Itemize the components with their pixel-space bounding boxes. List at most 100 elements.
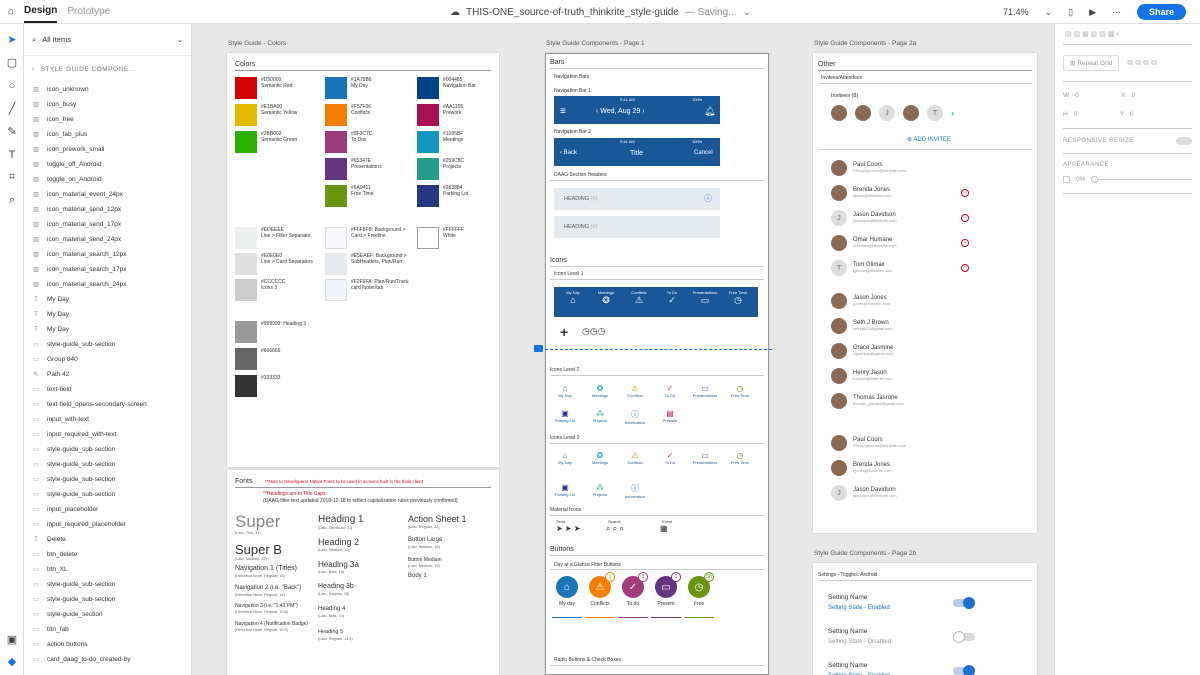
filter-button[interactable]: ▭ 1 Present	[651, 572, 681, 618]
filter-button[interactable]: ⚠ 1 Conflicts	[585, 572, 615, 618]
navigation-bar-1[interactable]: 9:41 AM 100% ≡ ‹ Wed, Aug 29 › 🔔︎	[554, 96, 720, 124]
remove-icon[interactable]: −	[961, 214, 969, 222]
person-row[interactable]: Henry Jason hJason@thinkrite.com	[831, 366, 893, 386]
artboard-title-page1[interactable]: Style Guide Components - Page 1	[546, 40, 645, 47]
back-chevron-icon[interactable]: ‹	[32, 65, 35, 73]
layer-item[interactable]: ▭ style-guide_section	[24, 607, 191, 622]
color-swatch[interactable]	[325, 227, 347, 249]
daag-header-2[interactable]: HEADING (#)	[554, 216, 720, 238]
artboard-colors[interactable]: Colors #D50000 Semantic Red #E1BA00 Semanti…	[227, 53, 499, 467]
person-row[interactable]: Paul Coors PHoo2@coors@thinkrite.com	[831, 158, 906, 178]
select-tool-icon[interactable]: ➤	[7, 34, 17, 46]
y-field[interactable]: 0	[1130, 111, 1134, 118]
layer-item[interactable]: ▭ btn_delete	[24, 547, 191, 562]
layer-item[interactable]: T My Day	[24, 322, 191, 337]
add-invitee-button[interactable]: ⊕ ADD INVITEE	[907, 137, 952, 143]
avatar[interactable]	[831, 105, 847, 121]
line-tool-icon[interactable]: ╱	[8, 103, 16, 115]
bell-icon[interactable]: 🔔︎	[704, 106, 716, 116]
layer-item[interactable]: ▥ icon_material_search_12px	[24, 247, 191, 262]
setting-toggle[interactable]	[953, 665, 975, 675]
color-swatch[interactable]	[325, 158, 347, 180]
layer-item[interactable]: ▥ toggle_off_Android	[24, 157, 191, 172]
filter-button[interactable]: ✓ 3 To do	[618, 572, 648, 618]
color-swatch[interactable]	[235, 253, 257, 275]
layer-item[interactable]: ▥ icon_material_search_24px	[24, 277, 191, 292]
color-swatch[interactable]	[325, 131, 347, 153]
artboard-title-colors[interactable]: Style Guide - Colors	[228, 40, 287, 47]
boolean-icons[interactable]: ⧉ ⧉ ⧉ ⧉	[1127, 58, 1157, 67]
color-swatch[interactable]	[417, 185, 439, 207]
layer-item[interactable]: ▭ style-guide_sub-section	[24, 442, 191, 457]
more-icon[interactable]: ⋯	[1111, 6, 1121, 17]
artboard-tool-icon[interactable]: ⌗	[8, 171, 16, 183]
tab-design[interactable]: Design	[24, 0, 58, 23]
layer-item[interactable]: ▥ icon_material_search_17px	[24, 262, 191, 277]
layer-item[interactable]: T My Day	[24, 307, 191, 322]
layer-item[interactable]: ▭ btn_XL	[24, 562, 191, 577]
plugins-icon[interactable]: ▣	[6, 634, 18, 646]
color-swatch[interactable]	[417, 131, 439, 153]
width-field[interactable]: 0	[1075, 92, 1079, 99]
home-icon[interactable]: ⌂	[8, 6, 15, 17]
color-swatch[interactable]	[235, 348, 257, 370]
color-swatch[interactable]	[417, 77, 439, 99]
cancel-button[interactable]: Cancel	[694, 150, 713, 156]
filter-button[interactable]: ◷ 5h Free	[684, 572, 714, 618]
avatar[interactable]	[903, 105, 919, 121]
color-swatch[interactable]	[325, 77, 347, 99]
layer-item[interactable]: ▭ style-guide_sub-section	[24, 577, 191, 592]
layer-item[interactable]: ▭ Group 840	[24, 352, 191, 367]
chevron-down-icon[interactable]: ⌄	[176, 35, 183, 44]
person-row[interactable]: Grace Jasmine Gjasmine@yahoo.com	[831, 341, 894, 361]
layers-icon[interactable]: ◆	[7, 656, 17, 668]
align-tools[interactable]: ▤ ▥ ▦ ▧ ▨ ▩ ▪	[1065, 31, 1119, 38]
height-field[interactable]: 0	[1073, 111, 1078, 118]
daag-header-1[interactable]: HEADING (#) ⓘ	[554, 188, 720, 210]
color-swatch[interactable]	[325, 253, 347, 275]
document-title[interactable]: THIS-ONE_source-of-truth_thinkrite_style…	[466, 6, 679, 18]
layer-item[interactable]: ▭ style-guide_sub-section	[24, 487, 191, 502]
layer-item[interactable]: ▥ icon_unknown	[24, 82, 191, 97]
chevron-right-icon[interactable]: ›	[951, 108, 954, 118]
layer-item[interactable]: ▭ btn_fab	[24, 622, 191, 637]
menu-icon[interactable]: ≡	[560, 106, 566, 117]
rectangle-tool-icon[interactable]: ▢	[6, 57, 18, 69]
person-row[interactable]: Thomas Jasrone thomas_jasrone@gmail.com	[831, 391, 904, 411]
color-swatch[interactable]	[235, 77, 257, 99]
layer-item[interactable]: ▥ icon_material_send_24px	[24, 232, 191, 247]
artboard-page2a[interactable]: Other Invitees/Attendees Invitees (8) J …	[813, 53, 1037, 533]
text-tool-icon[interactable]: T	[8, 148, 16, 161]
back-button[interactable]: ‹ Back	[560, 150, 578, 156]
repeat-grid-button[interactable]: ⊞ Repeat Grid	[1063, 55, 1120, 71]
person-row[interactable]: Brenda Jones bjones@thinkrite.com	[831, 458, 892, 478]
layer-item[interactable]: ▥ icon_busy	[24, 97, 191, 112]
layer-item[interactable]: ▭ style-guide_sub-section	[24, 337, 191, 352]
person-row[interactable]: Brenda Jones bjones@thinkrite.com	[831, 183, 892, 203]
layer-item[interactable]: ▭ style-guide_sub-section	[24, 472, 191, 487]
layer-item[interactable]: ▭ text-field_opens-secondary-screen	[24, 397, 191, 412]
filter-button[interactable]: ⌂ My day	[552, 576, 582, 618]
artboard-title-page2a[interactable]: Style Guide Components - Page 2a	[814, 40, 917, 47]
layer-item[interactable]: T My Day	[24, 292, 191, 307]
layer-item[interactable]: T Delete	[24, 532, 191, 547]
chevron-down-icon[interactable]: ⌄	[1044, 6, 1053, 17]
setting-toggle[interactable]	[953, 631, 975, 643]
layer-item[interactable]: ▭ input_placeholder	[24, 502, 191, 517]
person-row[interactable]: T Tom Glimax tglimax@thinkrite.com	[831, 258, 892, 278]
color-swatch[interactable]	[235, 227, 257, 249]
layer-item[interactable]: ▥ icon_fab_plus	[24, 127, 191, 142]
layer-item[interactable]: ▭ input_with-text	[24, 412, 191, 427]
color-swatch[interactable]	[417, 227, 439, 249]
layer-item[interactable]: ▭ input_required_placeholder	[24, 517, 191, 532]
color-swatch[interactable]	[325, 279, 347, 301]
person-row[interactable]: Omar Humane ohumane@thinkrite.com	[831, 233, 896, 253]
color-swatch[interactable]	[325, 185, 347, 207]
person-row[interactable]: J Jason Davidson jdavidson@thinkrite.com	[831, 483, 897, 503]
layer-item[interactable]: ▭ style-guide_sub-section	[24, 457, 191, 472]
guide-handle[interactable]	[534, 345, 543, 352]
layer-item[interactable]: ▥ icon_material_send_17px	[24, 217, 191, 232]
color-swatch[interactable]	[235, 104, 257, 126]
avatar[interactable]: J	[879, 105, 895, 121]
navigation-bar-2[interactable]: 9:41 AM 100% ‹ Back Title Cancel	[554, 138, 720, 166]
